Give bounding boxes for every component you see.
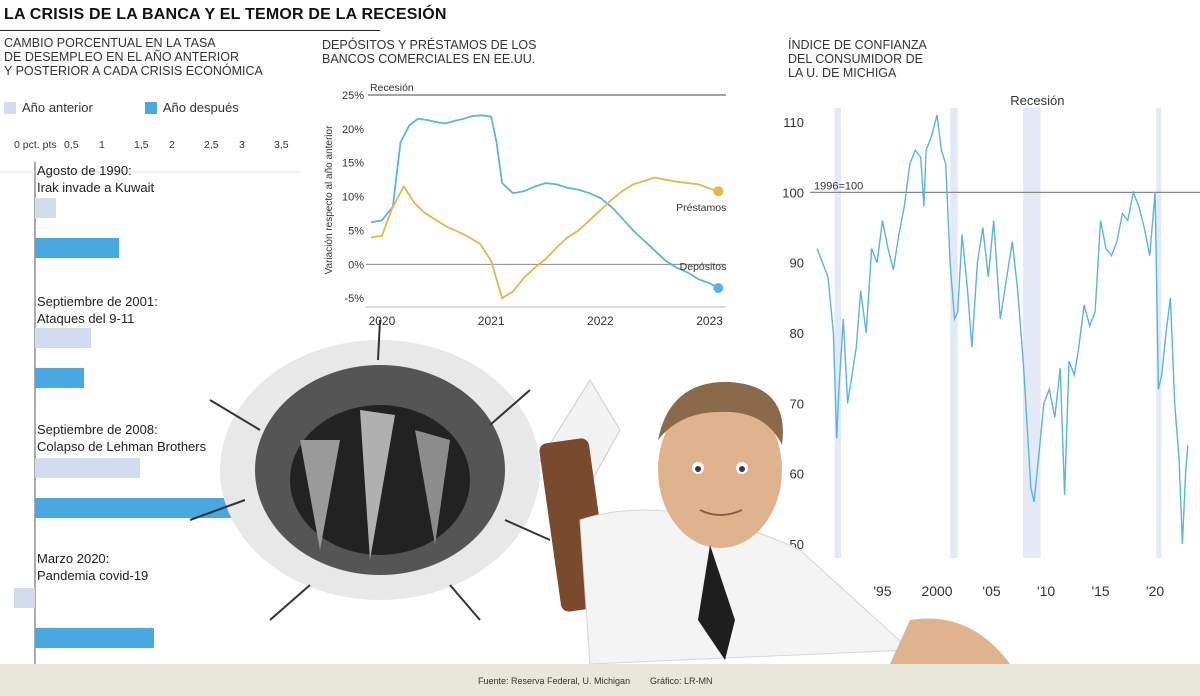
footer-credit: Gráfico: LR-MN [650, 676, 713, 686]
x-tick-label: 2,5 [204, 139, 219, 151]
chart1-subtitle-line: Y POSTERIOR A CADA CRISIS ECONÓMICA [4, 64, 263, 78]
y-tick-label: 100 [782, 185, 804, 200]
recession-label: Recesión [1010, 93, 1064, 108]
x-tick-label: '95 [873, 583, 891, 599]
chart3-subtitle-line: LA U. DE MICHIGA [788, 66, 897, 80]
x-tick-label: 1 [99, 139, 105, 151]
footer-bar [0, 664, 1200, 696]
x-tick-label: 2 [169, 139, 175, 151]
chart1-legend: Año anterior Año después [4, 100, 239, 115]
chart1-subtitle: CAMBIO PORCENTUAL EN LA TASA DE DESEMPLE… [4, 36, 263, 78]
y-tick-label: 15% [342, 158, 364, 170]
series-line-index [816, 114, 1189, 544]
x-tick-label: 2021 [478, 314, 505, 328]
chart1-subtitle-line: CAMBIO PORCENTUAL EN LA TASA [4, 36, 216, 50]
crisis-date: Septiembre de 2001: [37, 294, 158, 309]
crisis-event: Colapso de Lehman Brothers [37, 439, 207, 454]
y-tick-label: 20% [342, 124, 364, 136]
y-tick-label: 110 [783, 115, 804, 130]
consumer-confidence-line-chart: Recesión11010090807060501996=1001990'952… [782, 93, 1200, 599]
legend-label-before: Año anterior [22, 100, 93, 115]
series-line-depositos [370, 114, 719, 289]
chart2-subtitle-line: BANCOS COMERCIALES EN EE.UU. [322, 52, 536, 66]
cracked-hole-illustration [189, 320, 551, 621]
y-tick-label: 10% [342, 192, 364, 204]
crisis-event: Irak invade a Kuwait [37, 180, 155, 195]
series-label: Depósitos [680, 261, 727, 273]
chart2-subtitle: DEPÓSITOS Y PRÉSTAMOS DE LOS BANCOS COME… [322, 38, 536, 66]
x-tick-label: 0,5 [64, 139, 79, 151]
x-tick-label: 3,5 [274, 139, 289, 151]
y-tick-label: 70 [790, 396, 804, 411]
crisis-label-2008: Septiembre de 2008: Colapso de Lehman Br… [37, 421, 206, 455]
x-tick-label: 2020 [369, 314, 396, 328]
legend-swatch-before [4, 101, 16, 114]
bar-year-after [35, 628, 154, 648]
legend-swatch-after [144, 101, 157, 114]
crisis-label-2001: Septiembre de 2001: Ataques del 9-11 [37, 293, 158, 327]
x-tick-label: 2023 [696, 314, 723, 328]
page-title: LA CRISIS DE LA BANCA Y EL TEMOR DE LA R… [4, 6, 447, 23]
bar-year-before [35, 328, 91, 348]
x-tick-label: '20 [1146, 583, 1164, 599]
illustration [189, 320, 1010, 664]
legend-label-after: Año después [162, 100, 239, 115]
x-tick-label: 2000 [921, 583, 952, 599]
recession-band [950, 108, 958, 558]
x-tick-label: '05 [982, 583, 1000, 599]
recession-band [1156, 108, 1162, 558]
series-line-prestamos [370, 176, 719, 300]
crisis-date: Septiembre de 2008: [37, 422, 158, 437]
x-tick-label: 1,5 [134, 139, 149, 151]
crisis-date: Marzo 2020: [37, 551, 110, 566]
bar-year-after [35, 238, 119, 258]
crisis-event: Pandemia covid-19 [37, 568, 149, 583]
x-tick-label: '10 [1037, 583, 1055, 599]
y-tick-label: 90 [790, 256, 804, 271]
title-divider [0, 30, 380, 31]
series-end-dot [713, 186, 724, 197]
chart1-subtitle-line: DE DESEMPLEO EN EL AÑO ANTERIOR [4, 50, 240, 64]
unemployment-bar-chart: 0 pct. pts 0,5 1 1,5 2 2,5 3 3,5 [0, 139, 300, 664]
series-end-dot [713, 283, 724, 294]
crisis-date: Agosto de 1990: [37, 163, 132, 178]
chart2-subtitle-line: DEPÓSITOS Y PRÉSTAMOS DE LOS [322, 38, 537, 52]
series-label: Préstamos [676, 202, 726, 214]
bar-year-before [14, 588, 35, 608]
reference-label: 1996=100 [814, 180, 863, 192]
footer-source: Fuente: Reserva Federal, U. Michigan [478, 676, 631, 686]
y-axis-label: Variación respecto al año anterior [324, 125, 335, 274]
y-tick-label: 25% [342, 90, 364, 102]
chart3-subtitle-line: DEL CONSUMIDOR DE [788, 52, 923, 66]
crisis-label-1990: Agosto de 1990: Irak invade a Kuwait [37, 162, 154, 196]
x-tick-label: 3 [239, 139, 245, 151]
x-tick-label: 0 pct. pts [14, 139, 57, 151]
y-tick-label: 5% [348, 225, 364, 237]
recession-band [834, 108, 842, 558]
crisis-event: Ataques del 9-11 [37, 311, 135, 326]
y-tick-label: 80 [790, 326, 804, 341]
recession-label: Recesión [370, 82, 414, 94]
chart3-subtitle-line: ÍNDICE DE CONFIANZA [788, 38, 927, 52]
x-tick-label: '15 [1091, 583, 1109, 599]
recession-band [1023, 108, 1041, 558]
y-tick-label: 0% [348, 259, 364, 271]
bar-year-after [35, 368, 84, 388]
y-tick-label: 60 [790, 467, 804, 482]
x-tick-label: 2022 [587, 314, 614, 328]
bar-year-before [35, 458, 140, 478]
bar-year-before [35, 198, 56, 218]
crisis-label-2020: Marzo 2020: Pandemia covid-19 [37, 550, 148, 584]
chart3-subtitle: ÍNDICE DE CONFIANZA DEL CONSUMIDOR DE LA… [788, 38, 927, 80]
climbing-man-illustration [539, 379, 1010, 664]
deposits-loans-line-chart: Recesión 25% 20% 15% 10% 5% 0% -5% 2020 2021 2022 2… [324, 82, 727, 328]
y-tick-label: -5% [344, 293, 364, 305]
